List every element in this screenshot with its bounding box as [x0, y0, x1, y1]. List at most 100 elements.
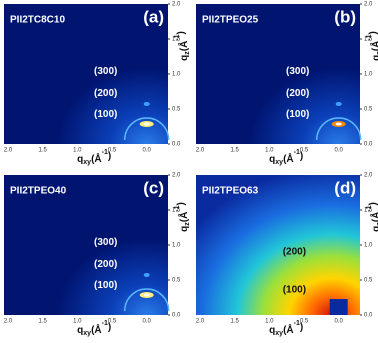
axis-label: qxy(Å-1) [77, 149, 111, 166]
qz-tick-label: 2.0 [364, 2, 373, 8]
axis-label-part: z [184, 51, 191, 55]
qxy-tick-label: 2.0 [4, 148, 13, 154]
axis-label: qz(Å-1) [174, 202, 191, 232]
axis-label-part: -1 [174, 34, 181, 40]
peak-label: (200) [94, 88, 117, 99]
qz-tick-label: 0.5 [364, 278, 373, 284]
qxy-tick-label: 0.5 [300, 319, 309, 325]
axis-label-part: -1 [366, 34, 373, 40]
axis-label-part: -1 [294, 320, 300, 327]
axis-label-part: -1 [366, 205, 373, 211]
axis-label-part: ) [176, 31, 187, 34]
detector-image [196, 4, 360, 144]
qz-tick-label: 1.5 [364, 37, 373, 43]
sample-name: PII2TPEO40 [10, 186, 67, 197]
axis-label: qz(Å-1) [366, 202, 378, 232]
axis-label-part: z [184, 222, 191, 226]
axis-label-part: (Å [91, 323, 102, 336]
sample-name: PII2TPEO63 [202, 186, 259, 197]
qxy-tick-label: 1.0 [265, 319, 274, 325]
axis-label-part: q [371, 226, 378, 232]
detector-image [4, 175, 168, 315]
axis-label-part: q [179, 226, 190, 232]
peak-spot [143, 122, 150, 126]
qz-tick-label: 0.5 [364, 107, 373, 113]
axis-label-part: ) [108, 322, 111, 333]
peak-label: (200) [286, 88, 309, 99]
peak-spot [143, 102, 150, 106]
peak-label: (200) [94, 259, 117, 270]
qz-tick-label: 1.0 [172, 72, 181, 78]
qz-tick-label: 1.0 [364, 72, 373, 78]
axis-label: qxy(Å-1) [77, 320, 111, 337]
qxy-tick-label: 1.0 [73, 319, 82, 325]
peak-label: (100) [283, 284, 306, 295]
qxy-tick-label: 2.0 [4, 319, 13, 325]
axis-label-part: q [77, 325, 83, 336]
peak-arc [315, 117, 362, 141]
axis-label-part: ) [300, 151, 303, 162]
qz-tick-label: 0.0 [172, 142, 181, 148]
qxy-tick-label: 1.5 [230, 148, 239, 154]
qz-tick-label: 1.5 [172, 37, 181, 43]
qxy-tick-label: 2.0 [196, 148, 205, 154]
axis-label-part: ) [108, 151, 111, 162]
qz-tick-label: 0.5 [172, 278, 181, 284]
peak-spot [335, 102, 342, 106]
axis-label-part: xy [83, 159, 91, 166]
axis-label-part: q [371, 55, 378, 61]
qz-tick-label: 0.0 [364, 313, 373, 319]
axis-label-part: (Å [177, 41, 190, 52]
axis-label-part: -1 [174, 205, 181, 211]
axis-label-part: q [269, 325, 275, 336]
qxy-tick-label: 2.0 [196, 319, 205, 325]
axis-label-part: (Å [177, 212, 190, 223]
qxy-tick-label: 1.0 [265, 148, 274, 154]
qxy-tick-label: 0.0 [335, 319, 344, 325]
axis-label-part: (Å [369, 212, 378, 223]
axis-label-part: ) [368, 31, 378, 34]
axis-label-part: (Å [91, 152, 102, 165]
beamstop [329, 299, 348, 315]
qz-tick-label: 1.5 [364, 208, 373, 214]
qxy-tick-label: 1.5 [38, 148, 47, 154]
qxy-tick-label: 0.0 [335, 148, 344, 154]
axis-label: qxy(Å-1) [269, 149, 303, 166]
peak-label: (100) [94, 109, 117, 120]
qz-tick-label: 2.0 [172, 173, 181, 179]
panel-letter: (c) [143, 178, 164, 197]
qxy-tick-label: 0.5 [300, 148, 309, 154]
panel-letter: (b) [334, 7, 356, 26]
axis-label-part: (Å [369, 41, 378, 52]
peak-label: (200) [283, 247, 306, 258]
axis-label: qz(Å-1) [174, 31, 191, 61]
peak-label: (300) [286, 66, 309, 77]
axis-label-part: q [77, 154, 83, 165]
qz-tick-label: 0.0 [364, 142, 373, 148]
peak-label: (100) [286, 109, 309, 120]
axis-label-part: xy [275, 330, 283, 337]
axis-label-part: ) [368, 202, 378, 205]
peak-arc [123, 288, 170, 312]
axis-label: qxy(Å-1) [269, 320, 303, 337]
qz-tick-label: 0.0 [172, 313, 181, 319]
axis-label-part: -1 [102, 149, 108, 156]
peak-spot [335, 122, 342, 126]
qz-tick-label: 1.0 [364, 243, 373, 249]
peak-label: (300) [94, 237, 117, 248]
axis-label-part: z [376, 222, 378, 226]
peak-arc [123, 117, 170, 141]
peak-spot [143, 273, 150, 277]
qz-tick-label: 1.5 [172, 208, 181, 214]
axis-label: qz(Å-1) [366, 31, 378, 61]
qxy-tick-label: 0.0 [143, 148, 152, 154]
axis-label-part: xy [83, 330, 91, 337]
detector-image [196, 175, 360, 315]
panel-letter: (d) [334, 178, 356, 197]
peak-spot [143, 293, 150, 297]
axis-label-part: ) [300, 322, 303, 333]
qz-tick-label: 0.5 [172, 107, 181, 113]
qxy-tick-label: 1.5 [230, 319, 239, 325]
qxy-tick-label: 0.0 [143, 319, 152, 325]
